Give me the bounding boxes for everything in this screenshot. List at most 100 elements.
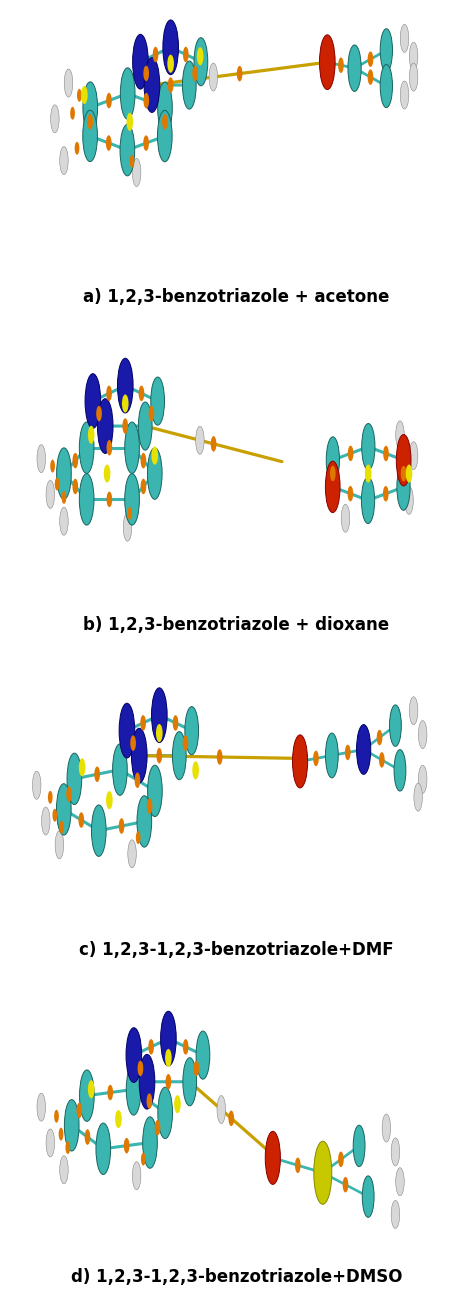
Circle shape [70,106,75,119]
Ellipse shape [126,1028,141,1082]
Circle shape [155,1120,160,1135]
Circle shape [130,735,136,750]
Circle shape [237,66,243,82]
Circle shape [88,114,93,130]
Ellipse shape [60,1156,68,1183]
Ellipse shape [394,749,406,791]
Ellipse shape [419,765,427,793]
Ellipse shape [196,1032,210,1080]
Ellipse shape [326,437,340,483]
Ellipse shape [113,744,127,796]
Circle shape [72,478,78,494]
Ellipse shape [292,735,307,788]
Ellipse shape [46,481,54,508]
Ellipse shape [405,486,413,515]
Circle shape [192,66,198,82]
Circle shape [94,766,100,781]
Circle shape [406,464,412,482]
Ellipse shape [64,69,73,97]
Ellipse shape [409,697,418,724]
Circle shape [166,1074,171,1090]
Ellipse shape [396,421,404,448]
Circle shape [96,406,102,421]
Ellipse shape [96,1124,111,1174]
Ellipse shape [120,124,135,176]
Ellipse shape [64,1099,79,1151]
Ellipse shape [55,831,64,859]
Circle shape [75,141,79,154]
Ellipse shape [144,57,160,113]
Ellipse shape [325,461,340,513]
Circle shape [138,1060,143,1076]
Ellipse shape [341,504,350,533]
Circle shape [197,47,203,65]
Circle shape [183,47,189,62]
Ellipse shape [132,34,148,89]
Circle shape [217,749,222,765]
Ellipse shape [128,840,136,868]
Circle shape [228,1111,234,1126]
Circle shape [143,66,149,82]
Ellipse shape [361,477,375,524]
Text: c) 1,2,3-1,2,3-benzotriazole+DMF: c) 1,2,3-1,2,3-benzotriazole+DMF [79,941,394,959]
Circle shape [368,52,373,67]
Ellipse shape [125,422,140,473]
Ellipse shape [123,513,132,542]
Ellipse shape [56,784,71,835]
Ellipse shape [60,507,68,535]
Ellipse shape [194,38,208,86]
Circle shape [107,1085,113,1100]
Ellipse shape [79,422,94,473]
Circle shape [368,70,373,86]
Circle shape [104,464,110,482]
Ellipse shape [158,1087,173,1139]
Ellipse shape [97,399,113,454]
Ellipse shape [83,110,97,162]
Ellipse shape [151,377,165,425]
Ellipse shape [382,1115,391,1142]
Circle shape [153,47,158,62]
Ellipse shape [51,105,59,133]
Circle shape [168,78,174,93]
Circle shape [139,386,144,402]
Ellipse shape [163,19,178,75]
Ellipse shape [148,765,162,816]
Circle shape [79,758,86,776]
Circle shape [106,791,113,809]
Circle shape [77,89,82,102]
Circle shape [122,394,129,412]
Circle shape [48,791,53,804]
Ellipse shape [389,705,401,746]
Ellipse shape [60,146,68,175]
Ellipse shape [185,706,199,754]
Circle shape [379,752,385,767]
Ellipse shape [400,80,409,109]
Ellipse shape [139,402,152,450]
Ellipse shape [79,473,94,525]
Ellipse shape [42,807,50,835]
Ellipse shape [362,424,375,470]
Ellipse shape [125,473,140,525]
Ellipse shape [357,724,371,775]
Ellipse shape [132,1161,141,1190]
Ellipse shape [91,805,106,857]
Circle shape [123,419,128,434]
Circle shape [174,1095,181,1113]
Ellipse shape [119,704,135,758]
Ellipse shape [265,1131,280,1185]
Ellipse shape [391,1138,400,1166]
Ellipse shape [217,1095,226,1124]
Ellipse shape [397,464,410,511]
Circle shape [61,491,66,504]
Circle shape [348,486,353,502]
Ellipse shape [85,373,101,429]
Ellipse shape [33,771,41,800]
Circle shape [54,1109,59,1122]
Ellipse shape [158,110,172,162]
Text: d) 1,2,3-1,2,3-benzotriazole+DMSO: d) 1,2,3-1,2,3-benzotriazole+DMSO [71,1267,402,1286]
Ellipse shape [396,434,411,486]
Circle shape [66,787,72,802]
Circle shape [193,761,199,779]
Ellipse shape [37,1094,45,1121]
Circle shape [330,465,336,481]
